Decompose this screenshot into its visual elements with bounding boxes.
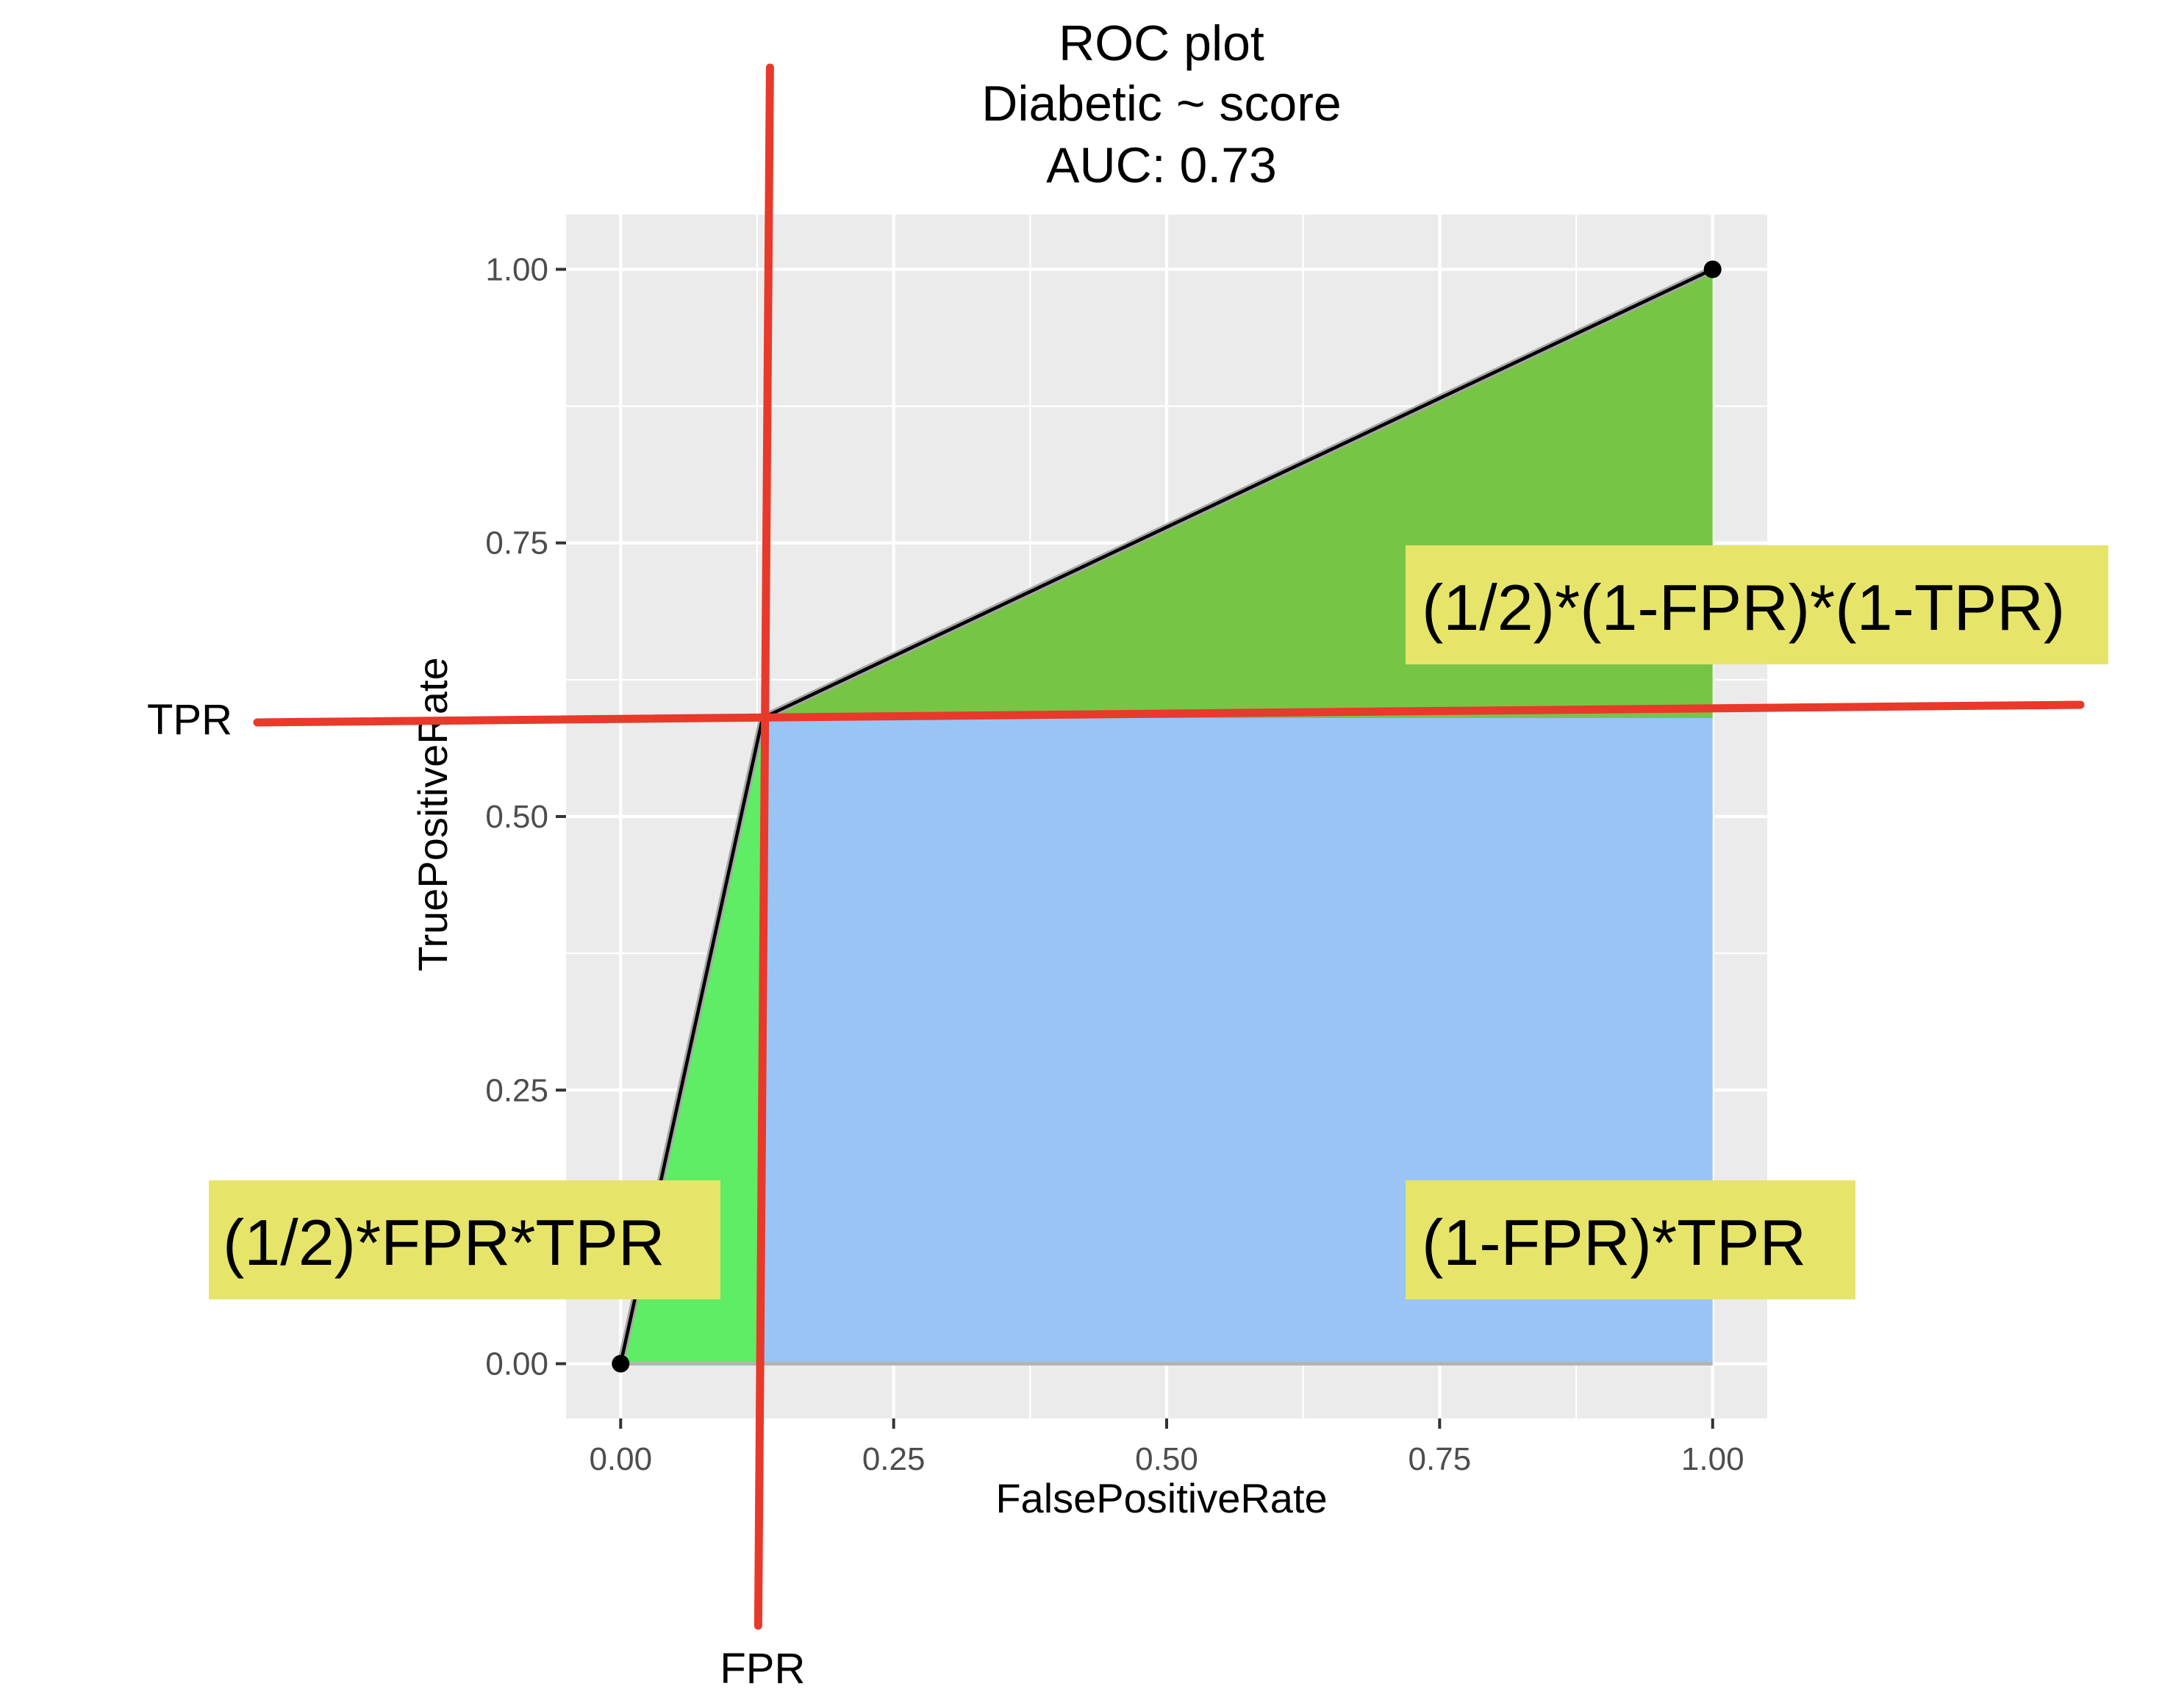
axis-ticks: 0.00 0.25 0.50 0.75 1.00 0.00 0.25 0.50 0.75 1.00 [485,251,1744,1477]
annotation-box-rectangle [1406,1180,1855,1299]
roc-point [1703,260,1722,279]
y-tick-label: 0.75 [485,525,548,561]
y-tick-label: 0.25 [485,1072,548,1108]
x-tick-label: 0.75 [1408,1441,1472,1477]
y-tick-label: 0.50 [485,799,548,835]
x-tick-label: 0.50 [1135,1441,1198,1477]
annotation-box-upper-triangle [1406,545,2108,664]
roc-point [612,1354,630,1373]
fpr-reference-line [754,63,774,1630]
title-line-2: Diabetic ~ score [981,76,1341,132]
y-axis-title: TruePositiveRate [409,657,456,971]
annotation-upper-triangle: (1/2)*(1-FPR)*(1-TPR) [1422,571,2065,644]
annotation-left-triangle: (1/2)*FPR*TPR [223,1206,665,1279]
tpr-reference-line [253,700,2085,727]
x-axis-title: FalsePositiveRate [995,1475,1327,1521]
annotation-box-left-triangle [209,1180,720,1299]
y-tick-label: 0.00 [485,1346,548,1382]
y-tick-label: 1.00 [485,251,548,287]
x-tick-label: 0.25 [862,1441,926,1477]
x-tick-label: 1.00 [1681,1441,1744,1477]
x-tick-label: 0.00 [589,1441,652,1477]
fpr-marker-label: FPR [720,1645,805,1693]
annotation-rectangle: (1-FPR)*TPR [1422,1206,1806,1279]
tpr-marker-label: TPR [147,696,232,744]
reference-lines [253,63,2085,1630]
annotation-boxes: (1/2)*FPR*TPR (1-FPR)*TPR (1/2)*(1-FPR)*… [209,545,2108,1299]
title-line-3: AUC: 0.73 [1046,137,1277,193]
title-line-1: ROC plot [1059,15,1264,71]
